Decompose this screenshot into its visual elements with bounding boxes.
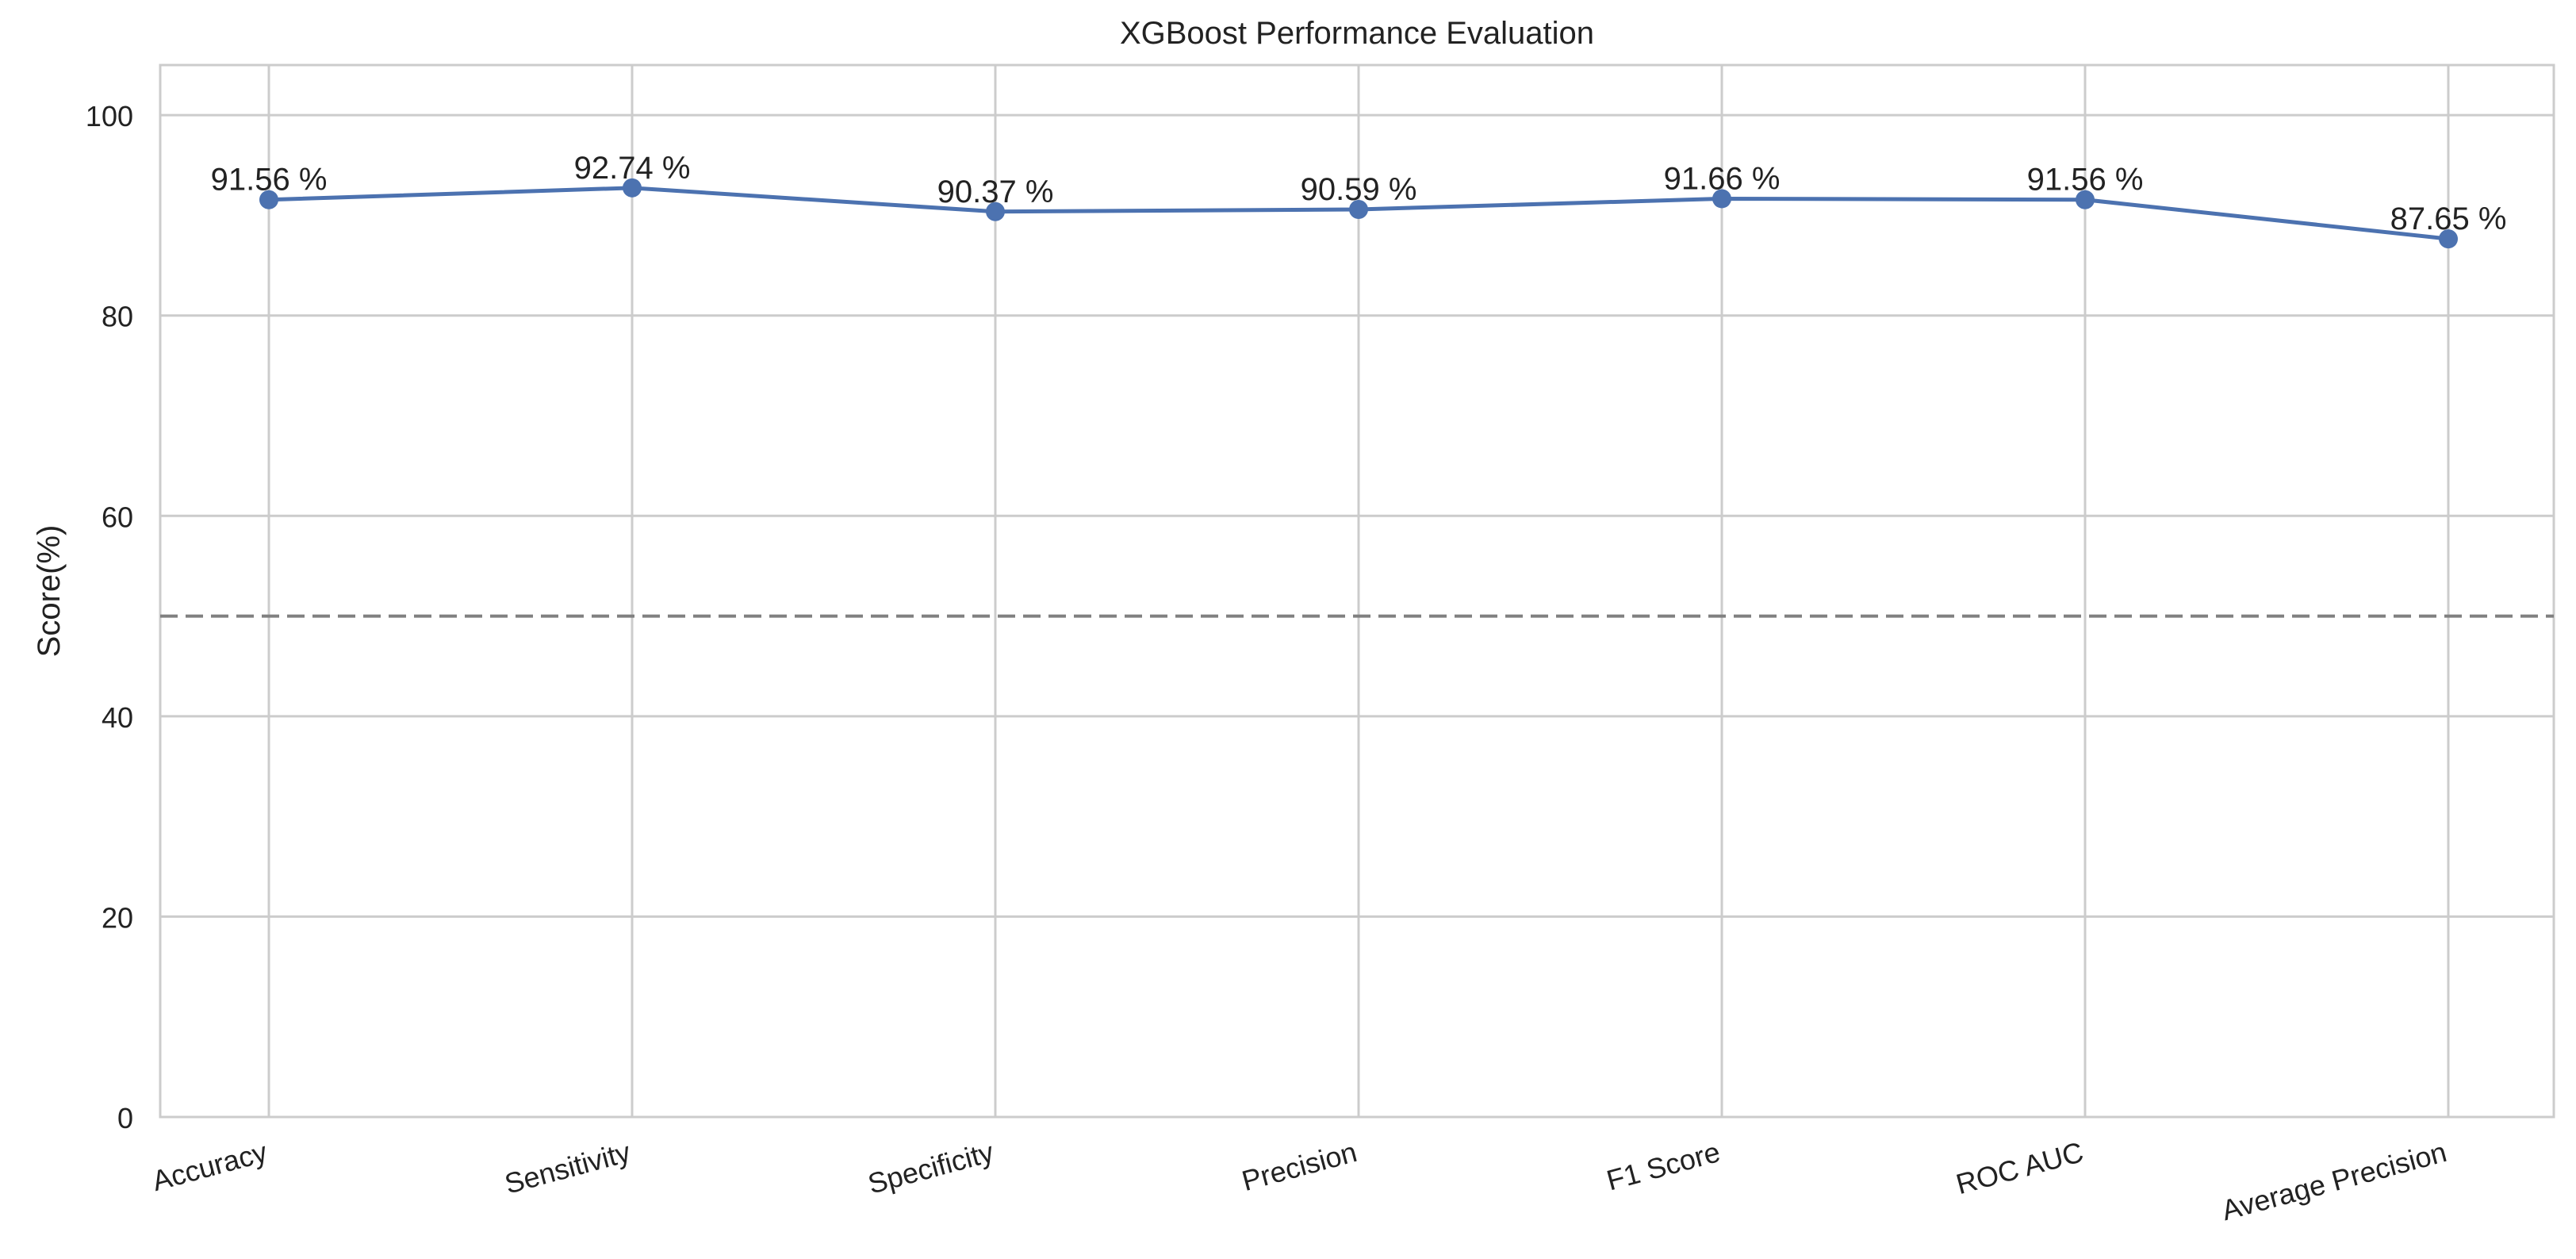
data-label: 87.65 % <box>2390 202 2507 236</box>
data-point <box>623 178 642 198</box>
data-label-layer: 91.56 % 92.74 % 90.37 % 90.59 % 91.66 % 91.56… <box>211 151 2507 236</box>
y-tick-label: 60 <box>102 501 133 533</box>
y-tick-label: 80 <box>102 301 133 333</box>
series-layer <box>259 178 2458 249</box>
y-tick-label: 0 <box>117 1102 133 1134</box>
data-point <box>986 202 1005 221</box>
data-label: 92.74 % <box>574 151 691 186</box>
data-point <box>1712 189 1731 209</box>
grid-layer <box>160 65 2554 1119</box>
data-label: 91.56 % <box>211 163 328 198</box>
data-point <box>2076 190 2095 209</box>
axes-frame <box>159 63 2555 1119</box>
data-label: 91.66 % <box>1664 161 1781 196</box>
y-tick-label: 40 <box>102 701 133 734</box>
data-label: 90.59 % <box>1301 172 1417 207</box>
chart-title: XGBoost Performance Evaluation <box>1120 16 1594 51</box>
data-label: 91.56 % <box>2027 163 2144 198</box>
y-tick-label: 20 <box>102 901 133 934</box>
data-point <box>259 190 278 209</box>
y-axis-label: Score(%) <box>32 525 67 658</box>
data-point <box>1349 199 1368 219</box>
y-tick-labels: 0 20 40 60 80 100 <box>86 100 133 1134</box>
y-tick-label: 100 <box>86 100 133 132</box>
data-point <box>2439 229 2458 249</box>
data-label: 90.37 % <box>937 175 1054 209</box>
